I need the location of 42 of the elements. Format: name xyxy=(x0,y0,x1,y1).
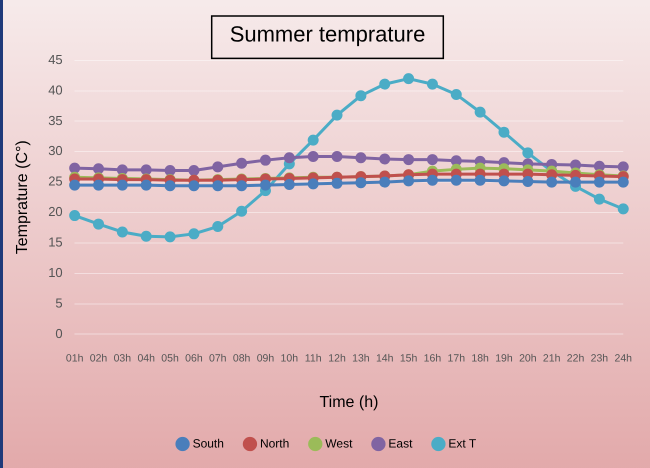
x-tick-label: 24h xyxy=(614,352,632,364)
x-tick-label: 08h xyxy=(232,352,251,364)
y-tick-label: 35 xyxy=(48,112,63,128)
x-tick-label: 16h xyxy=(424,352,442,364)
y-tick-label: 30 xyxy=(48,143,63,158)
x-tick-label: 04h xyxy=(137,352,156,364)
y-tick-label: 5 xyxy=(55,295,63,310)
legend-label: Ext T xyxy=(448,436,477,450)
x-tick-label: 15h xyxy=(400,352,418,364)
x-tick-label: 10h xyxy=(280,352,298,364)
x-tick-label: 21h xyxy=(542,352,561,364)
x-tick-label: 19h xyxy=(495,352,513,364)
y-tick-label: 20 xyxy=(48,204,63,220)
x-tick-label: 03h xyxy=(114,352,132,364)
x-tick-label: 23h xyxy=(590,352,608,364)
x-tick-label: 20h xyxy=(519,352,537,364)
x-tick-label: 02h xyxy=(90,352,108,364)
y-tick-label: 0 xyxy=(55,326,63,341)
x-tick-label: 14h xyxy=(376,352,394,364)
chart-title: Summer temprature xyxy=(230,21,426,46)
x-tick-label: 12h xyxy=(328,352,346,364)
x-tick-label: 05h xyxy=(161,352,179,364)
legend-label: West xyxy=(325,436,354,450)
legend-label: South xyxy=(192,436,224,450)
x-tick-label: 06h xyxy=(185,352,203,364)
y-axis-title: Temprature (C°) xyxy=(14,140,32,254)
x-tick-label: 07h xyxy=(209,352,227,364)
x-tick-label: 22h xyxy=(566,352,584,364)
x-tick-label: 01h xyxy=(66,352,84,364)
y-tick-label: 15 xyxy=(48,234,63,250)
y-tick-label: 10 xyxy=(48,264,63,280)
x-tick-label: 17h xyxy=(448,352,466,364)
x-tick-label: 11h xyxy=(304,352,322,364)
y-tick-label: 40 xyxy=(48,82,63,98)
x-axis-title: Time (h) xyxy=(319,394,378,411)
x-tick-label: 09h xyxy=(256,352,274,364)
legend-label: East xyxy=(388,436,414,450)
y-tick-label: 25 xyxy=(48,174,63,189)
legend-label: North xyxy=(260,436,290,450)
x-tick-label: 13h xyxy=(352,352,370,364)
y-tick-label: 45 xyxy=(48,52,63,67)
x-tick-label: 18h xyxy=(471,352,490,364)
